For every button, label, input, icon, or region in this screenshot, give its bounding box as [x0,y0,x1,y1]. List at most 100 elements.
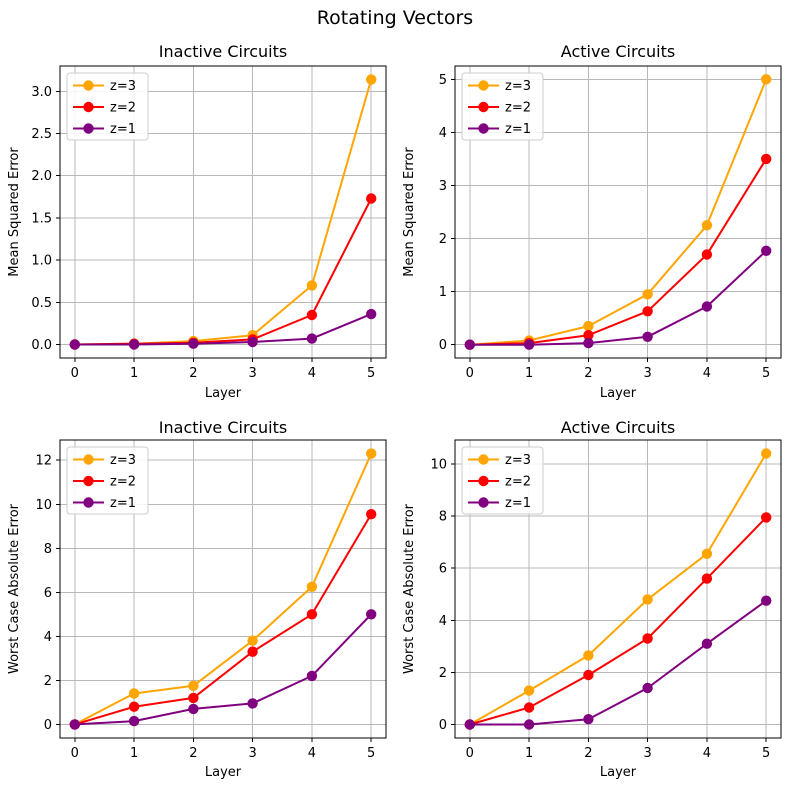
data-point-z2 [701,573,713,584]
legend: z=3 z=2 z=1 [461,446,544,515]
data-point-z1 [366,308,377,320]
x-tick-label: 0 [71,746,79,761]
x-tick-label: 4 [703,746,711,761]
x-tick-label: 2 [584,746,592,761]
data-point-z2 [523,702,535,713]
y-tick-label: 0.0 [31,338,52,353]
data-point-z2 [188,692,199,704]
y-tick-label: 2.5 [31,127,52,142]
y-tick-label: 10 [35,498,52,513]
y-tick-label: 2 [44,674,52,689]
data-point-z2 [247,646,258,657]
data-point-z2 [761,512,772,523]
data-point-z3 [701,220,713,231]
x-tick-label: 5 [762,366,770,381]
data-point-z1 [523,339,535,350]
data-point-z3 [761,74,772,85]
legend-label: z=2 [505,101,531,116]
x-tick-label: 2 [584,366,592,381]
x-tick-label: 1 [130,746,138,761]
legend-label: z=2 [505,475,531,490]
series-line-z1 [468,249,768,346]
x-tick-label: 5 [367,746,375,761]
ticks: 0 1 2 3 4 5 0.0 0.5 1.0 1.5 2.0 2.5 3.0 [31,85,375,381]
data-point-z1 [69,719,81,730]
series-line-z2 [73,513,373,726]
x-tick-label: 1 [130,366,138,381]
subplot-mse-inactive: 0 1 2 3 4 5 0.0 0.5 1.0 1.5 2.0 2.5 3.0 z=3 z=2 z=1 Inac… [7,42,387,401]
y-axis-label: Mean Squared Error [7,147,22,277]
x-axis-label: Layer [600,765,637,780]
axes-border [59,65,387,359]
y-tick-label: 2.0 [31,169,52,184]
legend: z=3 z=2 z=1 [66,72,149,141]
data-point-z3 [306,581,318,592]
legend-label: z=3 [505,453,531,468]
x-tick-label: 3 [643,746,651,761]
y-tick-label: 8 [44,542,52,557]
x-tick-label: 4 [308,366,316,381]
data-point-z1 [188,703,199,715]
data-point-z1 [464,339,475,350]
x-tick-label: 2 [189,366,197,381]
subplot-mse-active: 0 1 2 3 4 5 0 1 2 3 4 5 z=3 z=2 z=1 Active Circuits Laye… [402,42,782,401]
y-tick-label: 1 [439,285,447,300]
series-line-z3 [468,78,768,346]
data-point-z3 [366,448,377,459]
legend-label: z=3 [110,79,136,94]
x-tick-label: 5 [762,746,770,761]
data-point-z1 [306,333,318,344]
data-point-z2 [366,193,377,204]
data-point-z1 [306,670,318,682]
axes-border [59,439,387,739]
y-tick-label: 1.5 [31,211,52,226]
figure-suptitle: Rotating Vectors [316,7,474,29]
y-axis-label: Worst Case Absolute Error [402,503,417,674]
data-point-z3 [366,74,377,85]
data-point-z2 [642,306,653,317]
data-point-z1 [701,301,713,312]
y-tick-label: 6 [439,562,447,577]
y-tick-label: 4 [44,630,52,645]
ticks: 0 1 2 3 4 5 0 2 4 6 8 10 [430,457,770,761]
x-axis-label: Layer [205,386,242,401]
y-tick-label: 12 [35,454,52,469]
y-tick-label: 4 [439,126,447,141]
axes-border [454,439,782,739]
data-point-z1 [583,714,594,725]
data-point-z1 [366,609,377,620]
data-point-z2 [583,330,594,341]
series-line-z2 [73,197,373,346]
subplot-title: Inactive Circuits [159,418,287,437]
legend-label: z=2 [110,101,136,116]
y-tick-label: 5 [439,73,447,88]
y-tick-label: 3 [439,179,447,194]
x-tick-label: 2 [189,746,197,761]
y-tick-label: 1.0 [31,254,52,269]
data-point-z3 [128,688,140,699]
x-tick-label: 4 [308,746,316,761]
x-tick-label: 3 [248,746,256,761]
x-tick-label: 0 [71,366,79,381]
x-tick-label: 4 [703,366,711,381]
axes-border [454,65,782,359]
data-point-z1 [247,336,258,348]
data-point-z1 [761,595,772,606]
legend: z=3 z=2 z=1 [461,72,544,141]
series-line-z1 [73,613,373,726]
y-tick-label: 0.5 [31,296,52,311]
data-point-z2 [583,669,594,681]
y-tick-label: 3.0 [31,85,52,100]
data-point-z3 [642,594,653,605]
data-point-z1 [583,337,594,349]
y-tick-label: 6 [44,586,52,601]
y-tick-label: 8 [439,510,447,525]
data-point-z3 [583,320,594,332]
series-line-z1 [468,599,768,726]
data-point-z2 [306,309,318,321]
y-tick-label: 2 [439,666,447,681]
data-point-z2 [761,153,772,165]
x-axis-label: Layer [600,386,637,401]
